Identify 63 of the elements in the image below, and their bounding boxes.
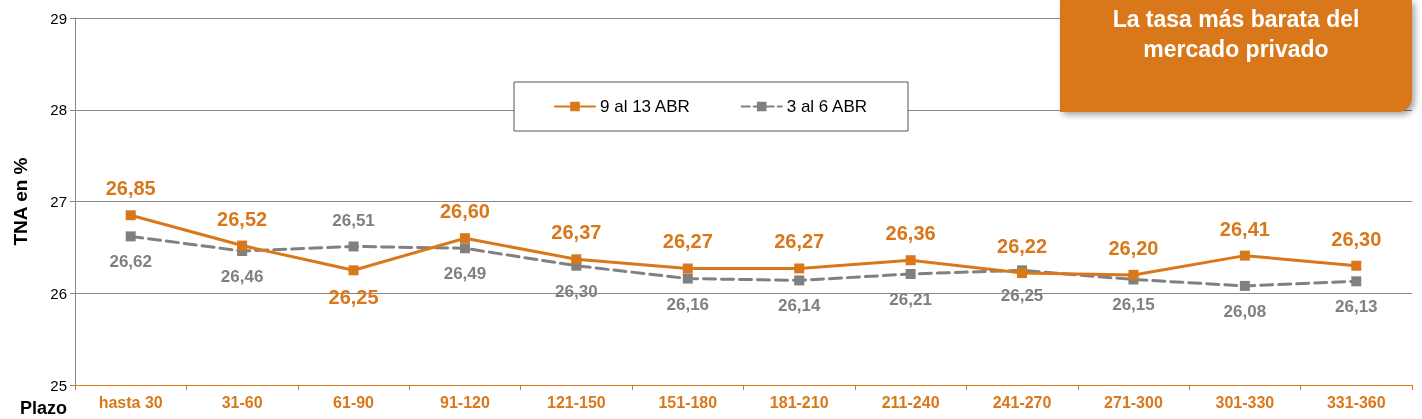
point xyxy=(1351,260,1362,271)
legend-label: 3 al 6 ABR xyxy=(786,97,868,116)
point xyxy=(348,241,359,252)
x-tick-label: hasta 30 xyxy=(98,393,163,411)
data-label: 26,21 xyxy=(889,289,932,309)
point xyxy=(237,240,248,251)
point xyxy=(905,268,916,279)
y-tick-label: 25 xyxy=(50,376,67,394)
data-label: 26,27 xyxy=(662,230,713,253)
data-label: 26,41 xyxy=(1219,217,1270,240)
data-label: 26,22 xyxy=(997,235,1048,258)
point xyxy=(459,243,470,254)
data-label: 26,37 xyxy=(551,221,602,244)
point xyxy=(348,265,359,276)
x-tick-label: 91-120 xyxy=(440,393,490,411)
x-tick-label: 31-60 xyxy=(221,393,263,411)
callout-box: La tasa más barata del mercado privado xyxy=(1060,0,1412,112)
point xyxy=(905,255,916,266)
data-label: 26,20 xyxy=(1108,236,1159,259)
data-label: 26,60 xyxy=(439,200,490,223)
point xyxy=(1239,250,1250,261)
data-label: 26,08 xyxy=(1223,301,1267,321)
x-axis-title: Plazo xyxy=(19,398,67,418)
legend-label: 9 al 13 ABR xyxy=(600,97,690,116)
point xyxy=(571,254,582,265)
point xyxy=(1128,269,1139,280)
x-tick-label: 241-270 xyxy=(992,393,1052,411)
y-tick-label: 29 xyxy=(50,9,67,27)
data-label: 26,46 xyxy=(220,267,264,287)
data-label: 26,30 xyxy=(1331,227,1382,250)
y-tick-label: 27 xyxy=(50,193,67,210)
data-label: 26,52 xyxy=(217,207,268,230)
data-label: 26,14 xyxy=(777,296,822,316)
point xyxy=(794,275,805,286)
x-tick-label: 61-90 xyxy=(333,393,375,411)
y-tick-label: 28 xyxy=(50,101,67,119)
data-label: 26,36 xyxy=(885,222,936,245)
x-tick-label: 211-240 xyxy=(881,393,940,411)
x-tick-label: 121-150 xyxy=(547,393,606,411)
point xyxy=(794,263,805,274)
point xyxy=(125,210,136,221)
point xyxy=(125,231,136,242)
point xyxy=(1239,280,1250,291)
x-tick-label: 271-300 xyxy=(1104,393,1163,411)
point xyxy=(1351,276,1362,287)
data-label: 26,13 xyxy=(1335,297,1378,317)
data-label: 26,51 xyxy=(332,211,375,231)
point xyxy=(682,273,693,284)
data-label: 26,25 xyxy=(328,286,379,309)
data-label: 26,27 xyxy=(774,230,825,253)
x-tick-label: 181-210 xyxy=(769,393,829,411)
data-label: 26,49 xyxy=(443,264,487,284)
x-tick-label: 331-360 xyxy=(1326,393,1386,411)
data-label: 26,15 xyxy=(1112,295,1155,315)
y-axis-title: TNA en % xyxy=(10,157,31,246)
x-tick-label: 301-330 xyxy=(1215,393,1275,411)
x-tick-label: 151-180 xyxy=(658,393,718,411)
data-label: 26,85 xyxy=(105,177,156,200)
point xyxy=(459,233,470,244)
y-tick-label: 26 xyxy=(50,284,67,302)
data-label: 26,62 xyxy=(109,252,152,272)
data-label: 26,16 xyxy=(666,294,710,314)
point xyxy=(682,263,693,274)
